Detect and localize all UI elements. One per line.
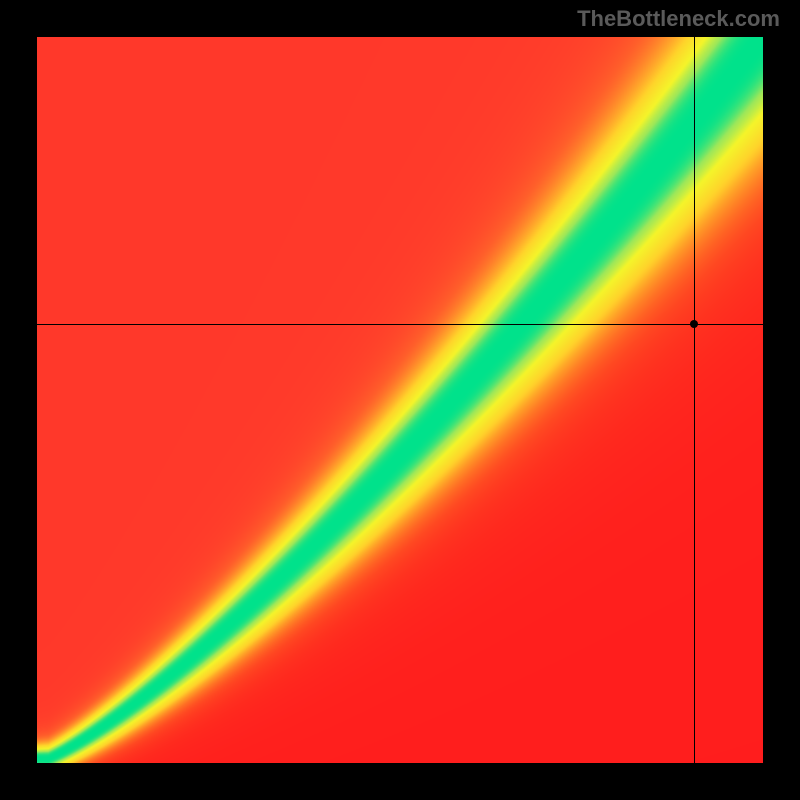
heatmap-canvas [37, 37, 763, 763]
watermark-text: TheBottleneck.com [577, 6, 780, 32]
crosshair-horizontal [37, 324, 763, 325]
crosshair-vertical [694, 37, 695, 763]
plot-area [37, 37, 763, 763]
marker-dot [690, 320, 698, 328]
